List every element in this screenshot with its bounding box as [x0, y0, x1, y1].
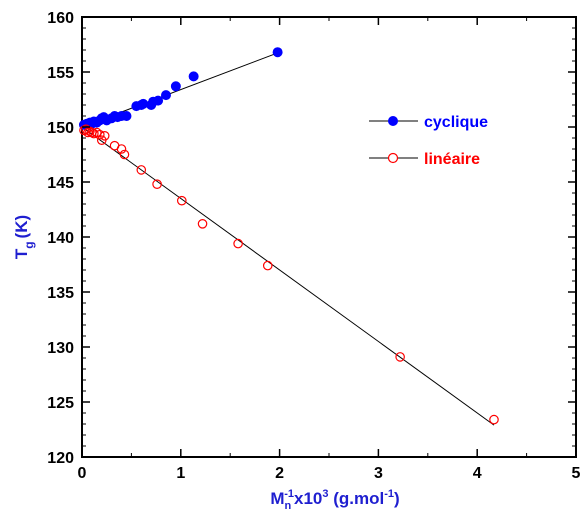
axis-ticks [81, 16, 577, 458]
legend-marker-lineaire [387, 152, 399, 164]
y-tick-label: 155 [47, 65, 74, 82]
legend-marker-cyclique [388, 116, 398, 126]
x-tick-label: 5 [572, 465, 581, 482]
data-point-lineaire [176, 195, 187, 206]
y-tick-label: 130 [47, 340, 74, 357]
x-tick-label: 0 [78, 465, 87, 482]
data-point-lineaire [136, 165, 147, 175]
y-axis-title-rest: (K) [12, 215, 31, 239]
data-point-lineaire [233, 238, 243, 249]
y-tick-label: 150 [47, 120, 74, 137]
data-point-cyclique [160, 90, 171, 101]
x-axis-title-sup2: 3 [322, 488, 328, 500]
x-axis-title-base: M [270, 489, 284, 508]
data-point-lineaire [94, 129, 105, 140]
data-markers [78, 47, 499, 425]
y-axis-title-base: T [12, 248, 31, 259]
x-axis-title: Mn-1x103 (g.mol-1) [270, 488, 399, 512]
data-point-cyclique [272, 47, 283, 58]
legend: cyclique linéaire [369, 114, 488, 168]
plot-frame [81, 16, 577, 458]
y-tick-label: 160 [47, 10, 74, 27]
data-point-cyclique [121, 111, 132, 121]
y-tick-label: 135 [47, 285, 74, 302]
x-axis-title-end: ) [394, 489, 400, 508]
y-tick-label: 145 [47, 175, 74, 192]
y-tick-label: 125 [47, 395, 74, 412]
data-point-lineaire [489, 414, 499, 425]
y-axis-title: Tg (K) [12, 215, 36, 259]
legend-item-lineaire: linéaire [369, 151, 480, 168]
data-point-lineaire [152, 179, 162, 189]
legend-label-lineaire: linéaire [424, 151, 480, 168]
x-axis-title-mid: x10 [294, 489, 322, 508]
x-tick-label: 2 [275, 465, 284, 482]
tick-labels: 0 1 2 3 4 5 120 125 130 135 140 145 150 155 160 [47, 10, 580, 482]
fit-line-lineaire [81, 126, 495, 426]
legend-label-cyclique: cyclique [424, 114, 488, 131]
legend-item-cyclique: cyclique [369, 114, 488, 131]
data-point-lineaire [92, 127, 102, 138]
data-point-lineaire [99, 131, 110, 141]
y-tick-label: 120 [47, 450, 74, 467]
data-point-cyclique [170, 81, 181, 92]
x-axis-title-tail: (g.mol [329, 489, 385, 508]
data-point-lineaire [395, 352, 405, 362]
x-tick-label: 4 [473, 465, 482, 482]
y-tick-label: 140 [47, 230, 74, 247]
x-axis-title-sup1: -1 [284, 488, 294, 500]
x-axis-title-sup3: -1 [384, 488, 394, 500]
data-point-lineaire [116, 144, 127, 154]
data-point-cyclique [188, 71, 199, 82]
x-tick-label: 1 [176, 465, 185, 482]
data-point-cyclique [153, 95, 164, 106]
x-axis-title-sub: n [284, 500, 291, 512]
plot-area: 0 1 2 3 4 5 120 125 130 135 140 145 150 155 160 [47, 10, 580, 482]
x-tick-label: 3 [374, 465, 383, 482]
data-point-lineaire [262, 260, 273, 271]
data-point-lineaire [197, 219, 208, 229]
y-axis-title-sub: g [22, 241, 36, 248]
data-point-lineaire [119, 149, 130, 160]
